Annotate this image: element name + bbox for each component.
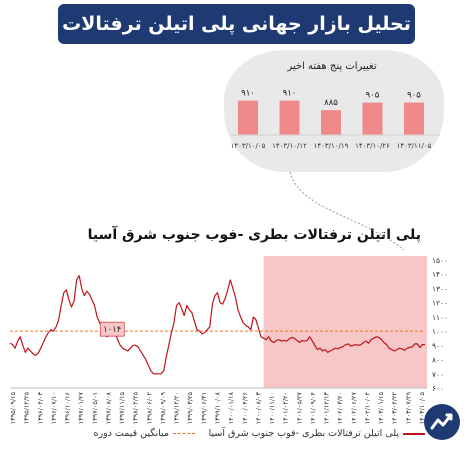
y-tick-label-2: ۸۰۰ bbox=[432, 356, 444, 365]
x-tick-label-6: ۱۳۹۷/۰۵/۰۱ bbox=[91, 392, 99, 424]
x-tick-label-19: ۱۴۰۰/۱۱/۱۰ bbox=[268, 392, 276, 424]
bar-4 bbox=[404, 102, 424, 135]
line-chart-title: پلی اتیلن ترفتالات بطری -فوب جنوب شرق آس… bbox=[87, 227, 421, 243]
y-tick-label-1: ۷۰۰ bbox=[432, 370, 444, 379]
x-tick-label-1: ۱۳۹۵/۱۲/۲۵ bbox=[23, 391, 31, 424]
legend: پلی اتیلن ترفتالات بطری -فوب جنوب شرق آس… bbox=[40, 426, 425, 444]
y-tick-label-0: ۶۰۰ bbox=[432, 384, 444, 393]
x-tick-label-26: ۱۴۰۲/۱۰/۰۴ bbox=[363, 391, 371, 424]
logo-icon bbox=[424, 404, 460, 440]
bar-value-label-4: ۹۰۵ bbox=[407, 91, 421, 101]
annotation-box bbox=[99, 321, 125, 337]
legend-label-average: میانگین قیمت دوره bbox=[93, 428, 170, 439]
x-tick-label-8: ۱۳۹۷/۱۱/۱۵ bbox=[118, 391, 126, 424]
bar-2 bbox=[321, 110, 341, 135]
bar-value-label-2: ۸۸۵ bbox=[324, 98, 338, 108]
x-tick-label-21: ۱۴۰۱/۰۵/۲۷ bbox=[295, 391, 303, 424]
legend-item-series: پلی اتیلن ترفتالات بطری -فوب جنوب شرق آس… bbox=[209, 428, 425, 439]
y-tick-label-6: ۱۲۰۰ bbox=[432, 299, 448, 308]
legend-label-series: پلی اتیلن ترفتالات بطری -فوب جنوب شرق آس… bbox=[208, 428, 399, 439]
x-tick-label-27: ۱۴۰۳/۰۱/۱۵ bbox=[377, 391, 385, 424]
annotation-label: ۱۰۱۴ bbox=[103, 325, 121, 335]
x-tick-label-18: ۱۴۰۰/۰۸/۰۳ bbox=[254, 391, 262, 424]
inset-chart-title: تغییرات پنج هفته اخیر bbox=[286, 61, 377, 72]
title-banner: تحلیل بازار جهانی پلی اتیلن ترفتالات bbox=[58, 4, 415, 44]
bar-category-label-1: ۱۴۰۳/۱۰/۱۲ bbox=[272, 142, 307, 150]
highlight-region bbox=[263, 256, 427, 388]
x-tick-label-22: ۱۴۰۱/۰۹/۰۴ bbox=[309, 391, 317, 424]
x-tick-label-29: ۱۴۰۳/۰۷/۲۹ bbox=[404, 391, 412, 424]
y-tick-label-3: ۹۰۰ bbox=[432, 341, 444, 350]
y-tick-label-9: ۱۵۰۰ bbox=[432, 256, 448, 265]
x-tick-label-17: ۱۴۰۰/۰۴/۲۶ bbox=[241, 392, 249, 424]
x-tick-label-10: ۱۳۹۸/۰۶/۰۲ bbox=[145, 391, 153, 424]
y-tick-label-8: ۱۴۰۰ bbox=[432, 270, 448, 279]
x-tick-label-23: ۱۴۰۱/۱۲/۱۳ bbox=[323, 391, 331, 424]
x-tick-label-3: ۱۳۹۶/۰۷/۱۰ bbox=[50, 392, 58, 424]
x-tick-label-24: ۱۴۰۲/۰۳/۲۰ bbox=[336, 392, 344, 424]
legend-item-average: میانگین قیمت دوره bbox=[93, 428, 195, 439]
bar-value-label-0: ۹۱۰ bbox=[241, 89, 255, 99]
x-tick-label-28: ۱۴۰۳/۰۴/۲۲ bbox=[391, 391, 399, 424]
bar-category-label-0: ۱۴۰۳/۱۰/۰۵ bbox=[231, 142, 266, 150]
page-title: تحلیل بازار جهانی پلی اتیلن ترفتالات bbox=[62, 13, 411, 35]
bar-3 bbox=[362, 102, 383, 135]
x-tick-label-2: ۱۳۹۶/۰۴/۰۳ bbox=[36, 391, 44, 424]
bar-category-label-4: ۱۴۰۳/۱۱/۰۵ bbox=[397, 142, 432, 150]
bar-1 bbox=[279, 100, 300, 135]
bar-0 bbox=[238, 100, 258, 135]
x-tick-label-20: ۱۴۰۱/۰۲/۲۰ bbox=[282, 392, 290, 424]
x-tick-label-7: ۱۳۹۷/۰۸/۰۸ bbox=[104, 391, 112, 424]
x-tick-label-11: ۱۳۹۸/۰۹/۰۹ bbox=[159, 391, 167, 424]
series-line bbox=[9, 275, 425, 375]
bar-category-label-2: ۱۴۰۳/۱۰/۱۹ bbox=[314, 142, 349, 150]
y-tick-label-7: ۱۳۰۰ bbox=[432, 284, 448, 293]
x-tick-label-0: ۱۳۹۵/۰۹/۱۵ bbox=[9, 391, 17, 424]
bar-value-label-3: ۹۰۵ bbox=[366, 91, 380, 101]
x-tick-label-13: ۱۳۹۹/۰۳/۲۵ bbox=[186, 391, 194, 424]
x-tick-label-15: ۱۳۹۹/۱۰/۰۸ bbox=[214, 391, 222, 424]
x-tick-label-9: ۱۳۹۸/۰۲/۲۵ bbox=[132, 391, 140, 424]
x-tick-label-30: ۱۴۰۳/۱۰/۰۵ bbox=[418, 391, 426, 424]
bar-value-label-1: ۹۱۰ bbox=[283, 89, 297, 99]
x-tick-label-16: ۱۴۰۰/۰۱/۱۸ bbox=[227, 391, 235, 424]
bar-category-label-3: ۱۴۰۳/۱۰/۲۶ bbox=[355, 142, 390, 150]
legend-line-series bbox=[403, 432, 425, 435]
y-tick-label-4: ۱۰۰۰ bbox=[432, 327, 448, 336]
x-tick-label-5: ۱۳۹۷/۰۱/۲۷ bbox=[77, 391, 85, 424]
y-tick-label-5: ۱۱۰۰ bbox=[432, 313, 448, 322]
x-tick-label-14: ۱۳۹۹/۰۶/۳۱ bbox=[200, 392, 208, 424]
connector-line bbox=[289, 171, 405, 251]
x-tick-label-4: ۱۳۹۶/۱۰/۱۶ bbox=[64, 392, 72, 424]
legend-line-average bbox=[173, 433, 195, 434]
x-tick-label-25: ۱۴۰۲/۰۶/۲۷ bbox=[350, 391, 358, 424]
x-tick-label-12: ۱۳۹۸/۱۲/۲۰ bbox=[173, 392, 181, 424]
